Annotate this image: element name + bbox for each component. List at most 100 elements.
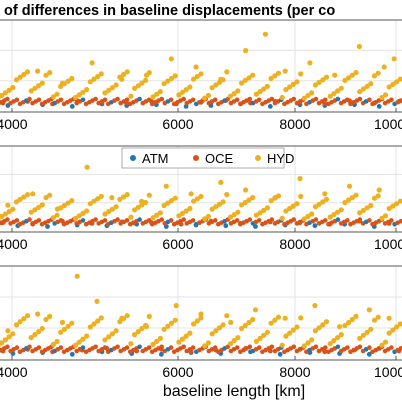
- data-point-hyd: [287, 84, 293, 90]
- data-point-atm: [159, 351, 164, 357]
- data-point-hyd: [76, 339, 82, 345]
- data-point-band: [190, 97, 196, 103]
- data-point-hyd: [242, 77, 248, 83]
- data-point-hyd: [106, 87, 112, 93]
- data-point-hyd: [382, 92, 389, 98]
- data-point-hyd: [39, 202, 45, 208]
- chart-title: of differences in baseline displacements…: [4, 3, 335, 19]
- data-point-hyd: [139, 80, 145, 86]
- data-point-hyd: [87, 201, 93, 207]
- data-point-hyd: [335, 335, 341, 341]
- data-point-band: [102, 345, 108, 350]
- data-point-band: [5, 96, 10, 102]
- data-point-hyd: [382, 213, 389, 219]
- data-point-hyd: [227, 214, 234, 220]
- data-point-hyd: [331, 212, 337, 218]
- data-point-hyd: [268, 198, 274, 204]
- data-point-hyd: [124, 192, 130, 198]
- data-point-band: [14, 97, 20, 103]
- data-point-band: [181, 96, 186, 102]
- x-axis-label: baseline length [km]: [163, 383, 305, 400]
- data-point-band: [124, 218, 130, 223]
- data-point-band: [36, 97, 42, 103]
- data-point-hyd: [364, 83, 370, 89]
- data-point-hyd: [194, 318, 200, 324]
- data-point-band: [367, 345, 372, 350]
- data-point-hyd: [220, 322, 226, 328]
- data-point-hyd: [346, 319, 352, 326]
- x-tick-label: 4000: [0, 116, 28, 132]
- data-point-hyd: [364, 329, 370, 335]
- data-point-hyd: [132, 207, 138, 213]
- data-point-hyd: [113, 204, 119, 210]
- data-point-hyd: [36, 329, 42, 335]
- data-point-hyd: [61, 326, 67, 332]
- data-point-hyd: [135, 83, 141, 89]
- data-point-hyd: [375, 70, 381, 76]
- data-point-hyd: [80, 210, 86, 216]
- data-point-hyd: [283, 208, 289, 214]
- data-point-hyd: [165, 78, 171, 84]
- data-point-hyd: [65, 200, 71, 206]
- data-point-hyd: [72, 342, 79, 348]
- data-point-hyd: [257, 89, 263, 95]
- data-point-hyd: [17, 74, 23, 80]
- data-point-hyd: [360, 207, 366, 213]
- data-point-band: [137, 217, 142, 222]
- data-point-hyd: [279, 342, 285, 348]
- data-point-hyd: [183, 333, 189, 339]
- data-point-band: [58, 218, 64, 223]
- data-point-hyd: [198, 311, 204, 317]
- x-tick-label: 1000: [374, 116, 402, 132]
- data-point-band: [256, 218, 262, 223]
- panel-bottom: 4000 6000 8000 1000 baseline length [km]: [0, 265, 402, 400]
- data-point-hyd: [390, 327, 396, 333]
- data-point-band: [398, 218, 402, 224]
- data-point-hyd: [246, 197, 252, 203]
- data-point-hyd: [95, 318, 101, 324]
- data-point-hyd: [91, 76, 97, 82]
- data-point-hyd: [386, 205, 392, 212]
- data-point-band: [80, 97, 86, 103]
- data-point-hyd: [139, 325, 145, 332]
- data-point-hyd: [368, 81, 374, 87]
- data-point-hyd: [21, 316, 27, 322]
- data-point-hyd: [239, 325, 245, 332]
- data-point-band: [137, 344, 142, 350]
- data-point-hyd: [84, 208, 90, 214]
- data-point-band: [389, 218, 394, 223]
- x-tick-label: 6000: [162, 116, 193, 132]
- data-point-band: [168, 345, 174, 350]
- data-point-hyd: [335, 88, 341, 94]
- data-point-hyd: [261, 332, 267, 338]
- data-point-hyd: [364, 205, 370, 211]
- data-point-band: [313, 96, 319, 102]
- data-point-hyd: [84, 333, 90, 339]
- data-point-hyd: [61, 81, 67, 87]
- data-point-hyd: [32, 332, 38, 338]
- data-point-hyd: [54, 212, 60, 218]
- data-point-hyd: [128, 214, 134, 220]
- data-point-hyd: [143, 77, 149, 83]
- data-point-band: [102, 97, 108, 103]
- data-point-band: [323, 218, 328, 223]
- data-point-atm: [277, 351, 283, 357]
- data-point-hyd: [113, 82, 119, 88]
- data-point-band: [146, 345, 152, 350]
- data-point-hyd: [250, 316, 256, 323]
- data-point-band: [168, 97, 174, 103]
- data-point-hyd: [150, 94, 156, 100]
- data-point-hyd: [243, 187, 249, 193]
- data-point-hyd: [132, 85, 138, 91]
- data-point-hyd: [257, 335, 263, 341]
- data-point-band: [27, 217, 32, 222]
- data-point-hyd: [357, 335, 363, 341]
- x-tick-label: 8000: [279, 364, 310, 380]
- data-point-hyd: [262, 31, 268, 37]
- data-point-hyd: [275, 70, 282, 76]
- data-point-hyd: [168, 75, 175, 82]
- data-point-hyd: [43, 72, 49, 78]
- data-point-hyd: [6, 209, 12, 215]
- data-point-hyd: [312, 82, 318, 88]
- data-point-hyd: [191, 198, 197, 204]
